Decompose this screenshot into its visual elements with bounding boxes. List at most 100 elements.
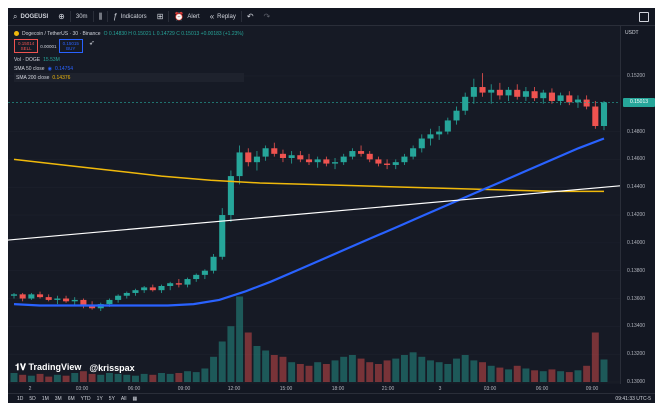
symbol-search-button[interactable]: ⌕ DOGEUSI	[8, 8, 53, 25]
candle-body	[115, 295, 122, 300]
window-toggle-button[interactable]	[639, 12, 649, 22]
range-button-1m[interactable]: 1M	[41, 396, 49, 402]
candle-body	[314, 159, 321, 163]
sell-button[interactable]: 0.15014 SELL	[14, 39, 39, 53]
volume-bar	[444, 364, 452, 382]
candle-body	[141, 287, 148, 291]
redo-button[interactable]: ↷	[259, 8, 276, 25]
grid-icon: ⊞	[156, 11, 164, 21]
volume-bar	[591, 332, 599, 382]
range-buttons: 1D 5D 1M 3M 6M YTD 1Y 5Y All	[8, 396, 129, 402]
replay-button[interactable]: « Replay	[205, 8, 241, 25]
sma50-line	[13, 137, 605, 307]
candle-body	[531, 91, 538, 99]
time-label: 21:00	[381, 386, 395, 392]
bottom-bar: 1D 5D 1M 3M 6M YTD 1Y 5Y All ▦ 09:41:33 UTC-5	[8, 393, 655, 403]
sma50-indicator-row[interactable]: SMA 50 close ◉ 0.14754	[14, 64, 244, 73]
price-scale[interactable]: USDT 0.15200 0.14800 0.14600 0.14400 0.14200…	[620, 26, 655, 385]
volume-bar	[513, 365, 521, 382]
range-button-ytd[interactable]: YTD	[80, 396, 91, 402]
buy-button[interactable]: 0.15015 BUY	[58, 39, 83, 53]
time-axis[interactable]: 2 03:00 06:00 09:00 12:00 15:00 18:00 21:00 3 03:…	[8, 384, 620, 395]
range-button-all[interactable]: All	[120, 396, 127, 402]
range-button-1d[interactable]: 1D	[17, 396, 24, 402]
candle-body	[470, 87, 477, 97]
currency-label[interactable]: USDT	[625, 30, 639, 36]
volume-bar	[583, 365, 591, 382]
candle-body	[80, 299, 87, 306]
volume-bar	[184, 371, 191, 382]
volume-bar	[262, 350, 270, 382]
range-button-5d[interactable]: 5D	[29, 396, 36, 402]
candle-body	[279, 153, 287, 158]
candle-body	[297, 155, 304, 160]
volume-bar	[132, 375, 139, 382]
candle-body	[167, 283, 174, 286]
doge-coin-icon	[14, 31, 19, 36]
sma200-line	[13, 158, 604, 193]
volume-bar	[45, 376, 53, 382]
candle-body	[262, 148, 269, 157]
volume-bar	[331, 360, 339, 382]
candle-body	[253, 156, 260, 163]
alert-button[interactable]: ⏰ Alert	[169, 8, 204, 25]
volume-bar	[53, 374, 61, 382]
range-button-3m[interactable]: 3M	[54, 396, 62, 402]
volume-bar	[140, 373, 148, 382]
volume-bar	[461, 355, 469, 382]
indicators-icon: ƒ	[113, 11, 118, 21]
brand-label: TradingView	[28, 362, 82, 372]
sma200-indicator-row[interactable]: SMA 200 close 0.14376	[14, 73, 244, 82]
compare-add-symbol-button[interactable]: ⊕	[53, 8, 70, 25]
cursor-arrow-icon: ➶	[88, 40, 95, 47]
candle-body	[548, 92, 555, 101]
volume-bar	[114, 373, 122, 382]
sell-label: SELL	[20, 46, 32, 51]
time-label: 09:00	[177, 386, 191, 392]
range-button-1y[interactable]: 1Y	[96, 396, 103, 402]
indicators-label: Indicators	[120, 13, 147, 20]
sma200-value: 0.14376	[52, 74, 71, 81]
range-button-5y[interactable]: 5Y	[108, 396, 115, 402]
candle-body	[288, 155, 295, 158]
volume-bar	[36, 373, 44, 382]
top-toolbar: ⌕ DOGEUSI ⊕ 30m ⫼ ƒ Indicators ⊞ ⏰ Alert…	[8, 8, 655, 26]
volume-bar	[97, 374, 105, 382]
time-label: 06:00	[127, 386, 141, 392]
candle-body	[514, 89, 521, 97]
candle-body	[496, 89, 503, 96]
candle-body	[410, 148, 417, 157]
chart-type-button[interactable]: ⫼	[94, 8, 108, 25]
volume-bar	[279, 356, 287, 382]
indicators-button[interactable]: ƒ Indicators	[108, 8, 151, 25]
buy-price: 0.15015	[62, 41, 79, 46]
candle-body	[149, 287, 156, 291]
volume-indicator-row[interactable]: Vol · DOGE 15.53M	[14, 55, 244, 64]
interval-button[interactable]: 30m	[71, 8, 93, 25]
price-chart[interactable]	[8, 26, 620, 384]
volume-bar	[227, 326, 235, 382]
volume-bar	[435, 362, 443, 382]
candle-body	[10, 294, 18, 296]
volume-bar	[418, 356, 426, 382]
volume-bar	[62, 375, 70, 382]
candle-body	[201, 270, 208, 275]
chart-pane[interactable]	[8, 26, 620, 384]
calendar-icon[interactable]: ▦	[132, 396, 138, 402]
volume-bar	[19, 374, 27, 382]
volume-bar	[409, 352, 417, 382]
volume-bar	[453, 358, 460, 382]
toolbar-divider	[240, 11, 242, 22]
range-button-6m[interactable]: 6M	[67, 396, 75, 402]
volume-bar	[400, 355, 408, 382]
time-label: 03:00	[75, 386, 89, 392]
toolbar-divider	[69, 11, 71, 22]
layouts-button[interactable]: ⊞	[152, 8, 169, 25]
price-label: 0.14000	[627, 239, 646, 246]
undo-button[interactable]: ↶	[242, 8, 259, 25]
volume-bar	[479, 362, 486, 382]
clock[interactable]: 09:41:33 UTC-5	[615, 396, 651, 402]
volume-bar	[348, 355, 356, 382]
price-label: 0.13200	[627, 351, 646, 358]
volume-bar	[71, 373, 79, 382]
